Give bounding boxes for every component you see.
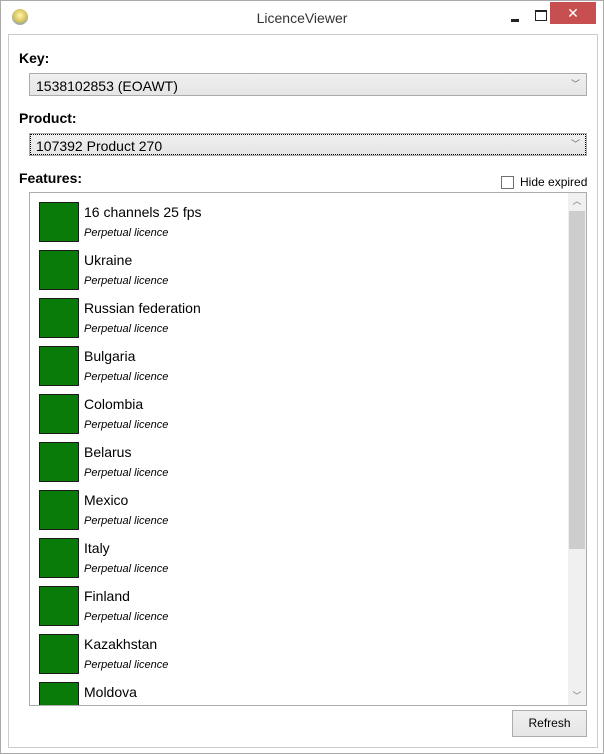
feature-status: Perpetual licence <box>84 515 169 527</box>
app-icon <box>12 9 28 25</box>
feature-list-item[interactable]: Kazakhstan Perpetual licence <box>39 634 559 682</box>
feature-list-item[interactable]: Mexico Perpetual licence <box>39 490 559 538</box>
feature-status: Perpetual licence <box>84 467 169 479</box>
feature-name: 16 channels 25 fps <box>84 204 202 220</box>
status-indicator <box>39 442 79 482</box>
feature-list-item[interactable]: Italy Perpetual licence <box>39 538 559 586</box>
product-value: 107392 Product 270 <box>36 138 163 154</box>
feature-list-item[interactable]: Belarus Perpetual licence <box>39 442 559 490</box>
status-indicator <box>39 298 79 338</box>
feature-status: Perpetual licence <box>84 371 169 383</box>
hide-expired-checkbox[interactable]: Hide expired <box>501 175 587 189</box>
vertical-scrollbar[interactable]: ︿ ﹀ <box>568 193 586 705</box>
feature-name: Belarus <box>84 444 132 460</box>
feature-list-item[interactable]: Finland Perpetual licence <box>39 586 559 634</box>
feature-list-item[interactable]: Ukraine Perpetual licence <box>39 250 559 298</box>
status-indicator <box>39 490 79 530</box>
feature-name: Ukraine <box>84 252 133 268</box>
status-indicator <box>39 202 79 242</box>
feature-status: Perpetual licence <box>84 659 169 671</box>
feature-name: Italy <box>84 540 110 556</box>
maximize-button[interactable] <box>532 7 552 25</box>
product-label: Product: <box>19 110 77 126</box>
feature-name: Colombia <box>84 396 144 412</box>
product-combobox[interactable]: 107392 Product 270 ﹀ <box>29 133 587 156</box>
feature-name: Bulgaria <box>84 348 136 364</box>
status-indicator <box>39 250 79 290</box>
scroll-down-arrow-icon[interactable]: ﹀ <box>572 691 582 701</box>
feature-list-item[interactable]: Moldova <box>39 682 559 705</box>
feature-status: Perpetual licence <box>84 323 169 335</box>
client-area <box>8 34 598 748</box>
feature-status: Perpetual licence <box>84 419 169 431</box>
status-indicator <box>39 586 79 626</box>
features-list[interactable]: 16 channels 25 fps Perpetual licence Ukr… <box>29 192 587 706</box>
status-indicator <box>39 394 79 434</box>
close-button[interactable]: ✕ <box>550 2 596 24</box>
title-bar: LicenceViewer ✕ <box>1 1 603 35</box>
checkbox-box[interactable] <box>501 175 514 189</box>
status-indicator <box>39 634 79 674</box>
scroll-up-arrow-icon[interactable]: ︿ <box>572 196 582 206</box>
key-value: 1538102853 (EOAWT) <box>36 78 178 94</box>
status-indicator <box>39 682 79 705</box>
refresh-button[interactable]: Refresh <box>512 710 587 737</box>
chevron-down-icon: ﹀ <box>570 79 580 89</box>
scrollbar-thumb[interactable] <box>569 211 585 549</box>
feature-list-item[interactable]: Colombia Perpetual licence <box>39 394 559 442</box>
feature-status: Perpetual licence <box>84 611 169 623</box>
features-label: Features: <box>19 170 83 186</box>
key-combobox[interactable]: 1538102853 (EOAWT) ﹀ <box>29 73 587 96</box>
feature-list-item[interactable]: 16 channels 25 fps Perpetual licence <box>39 202 559 250</box>
status-indicator <box>39 538 79 578</box>
status-indicator <box>39 346 79 386</box>
feature-list-item[interactable]: Bulgaria Perpetual licence <box>39 346 559 394</box>
feature-status: Perpetual licence <box>84 227 169 239</box>
feature-name: Kazakhstan <box>84 636 158 652</box>
feature-status: Perpetual licence <box>84 563 169 575</box>
feature-list-item[interactable]: Russian federation Perpetual licence <box>39 298 559 346</box>
feature-name: Finland <box>84 588 130 604</box>
feature-name: Moldova <box>84 684 137 700</box>
window-title: LicenceViewer <box>256 10 348 26</box>
hide-expired-label: Hide expired <box>520 175 588 189</box>
key-label: Key: <box>19 50 50 66</box>
chevron-down-icon: ﹀ <box>570 139 580 149</box>
feature-name: Russian federation <box>84 300 201 316</box>
feature-name: Mexico <box>84 492 129 508</box>
minimize-button[interactable] <box>506 9 526 27</box>
feature-status: Perpetual licence <box>84 275 169 287</box>
